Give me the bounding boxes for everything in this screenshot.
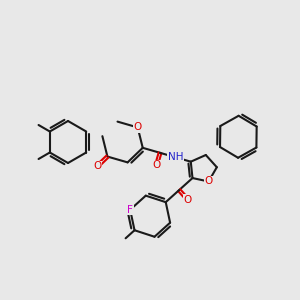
Text: O: O — [93, 161, 101, 171]
Text: F: F — [127, 205, 133, 215]
Text: O: O — [184, 195, 192, 205]
Text: O: O — [152, 160, 160, 170]
Text: O: O — [205, 176, 213, 187]
Text: O: O — [134, 122, 142, 132]
Text: NH: NH — [168, 152, 183, 162]
